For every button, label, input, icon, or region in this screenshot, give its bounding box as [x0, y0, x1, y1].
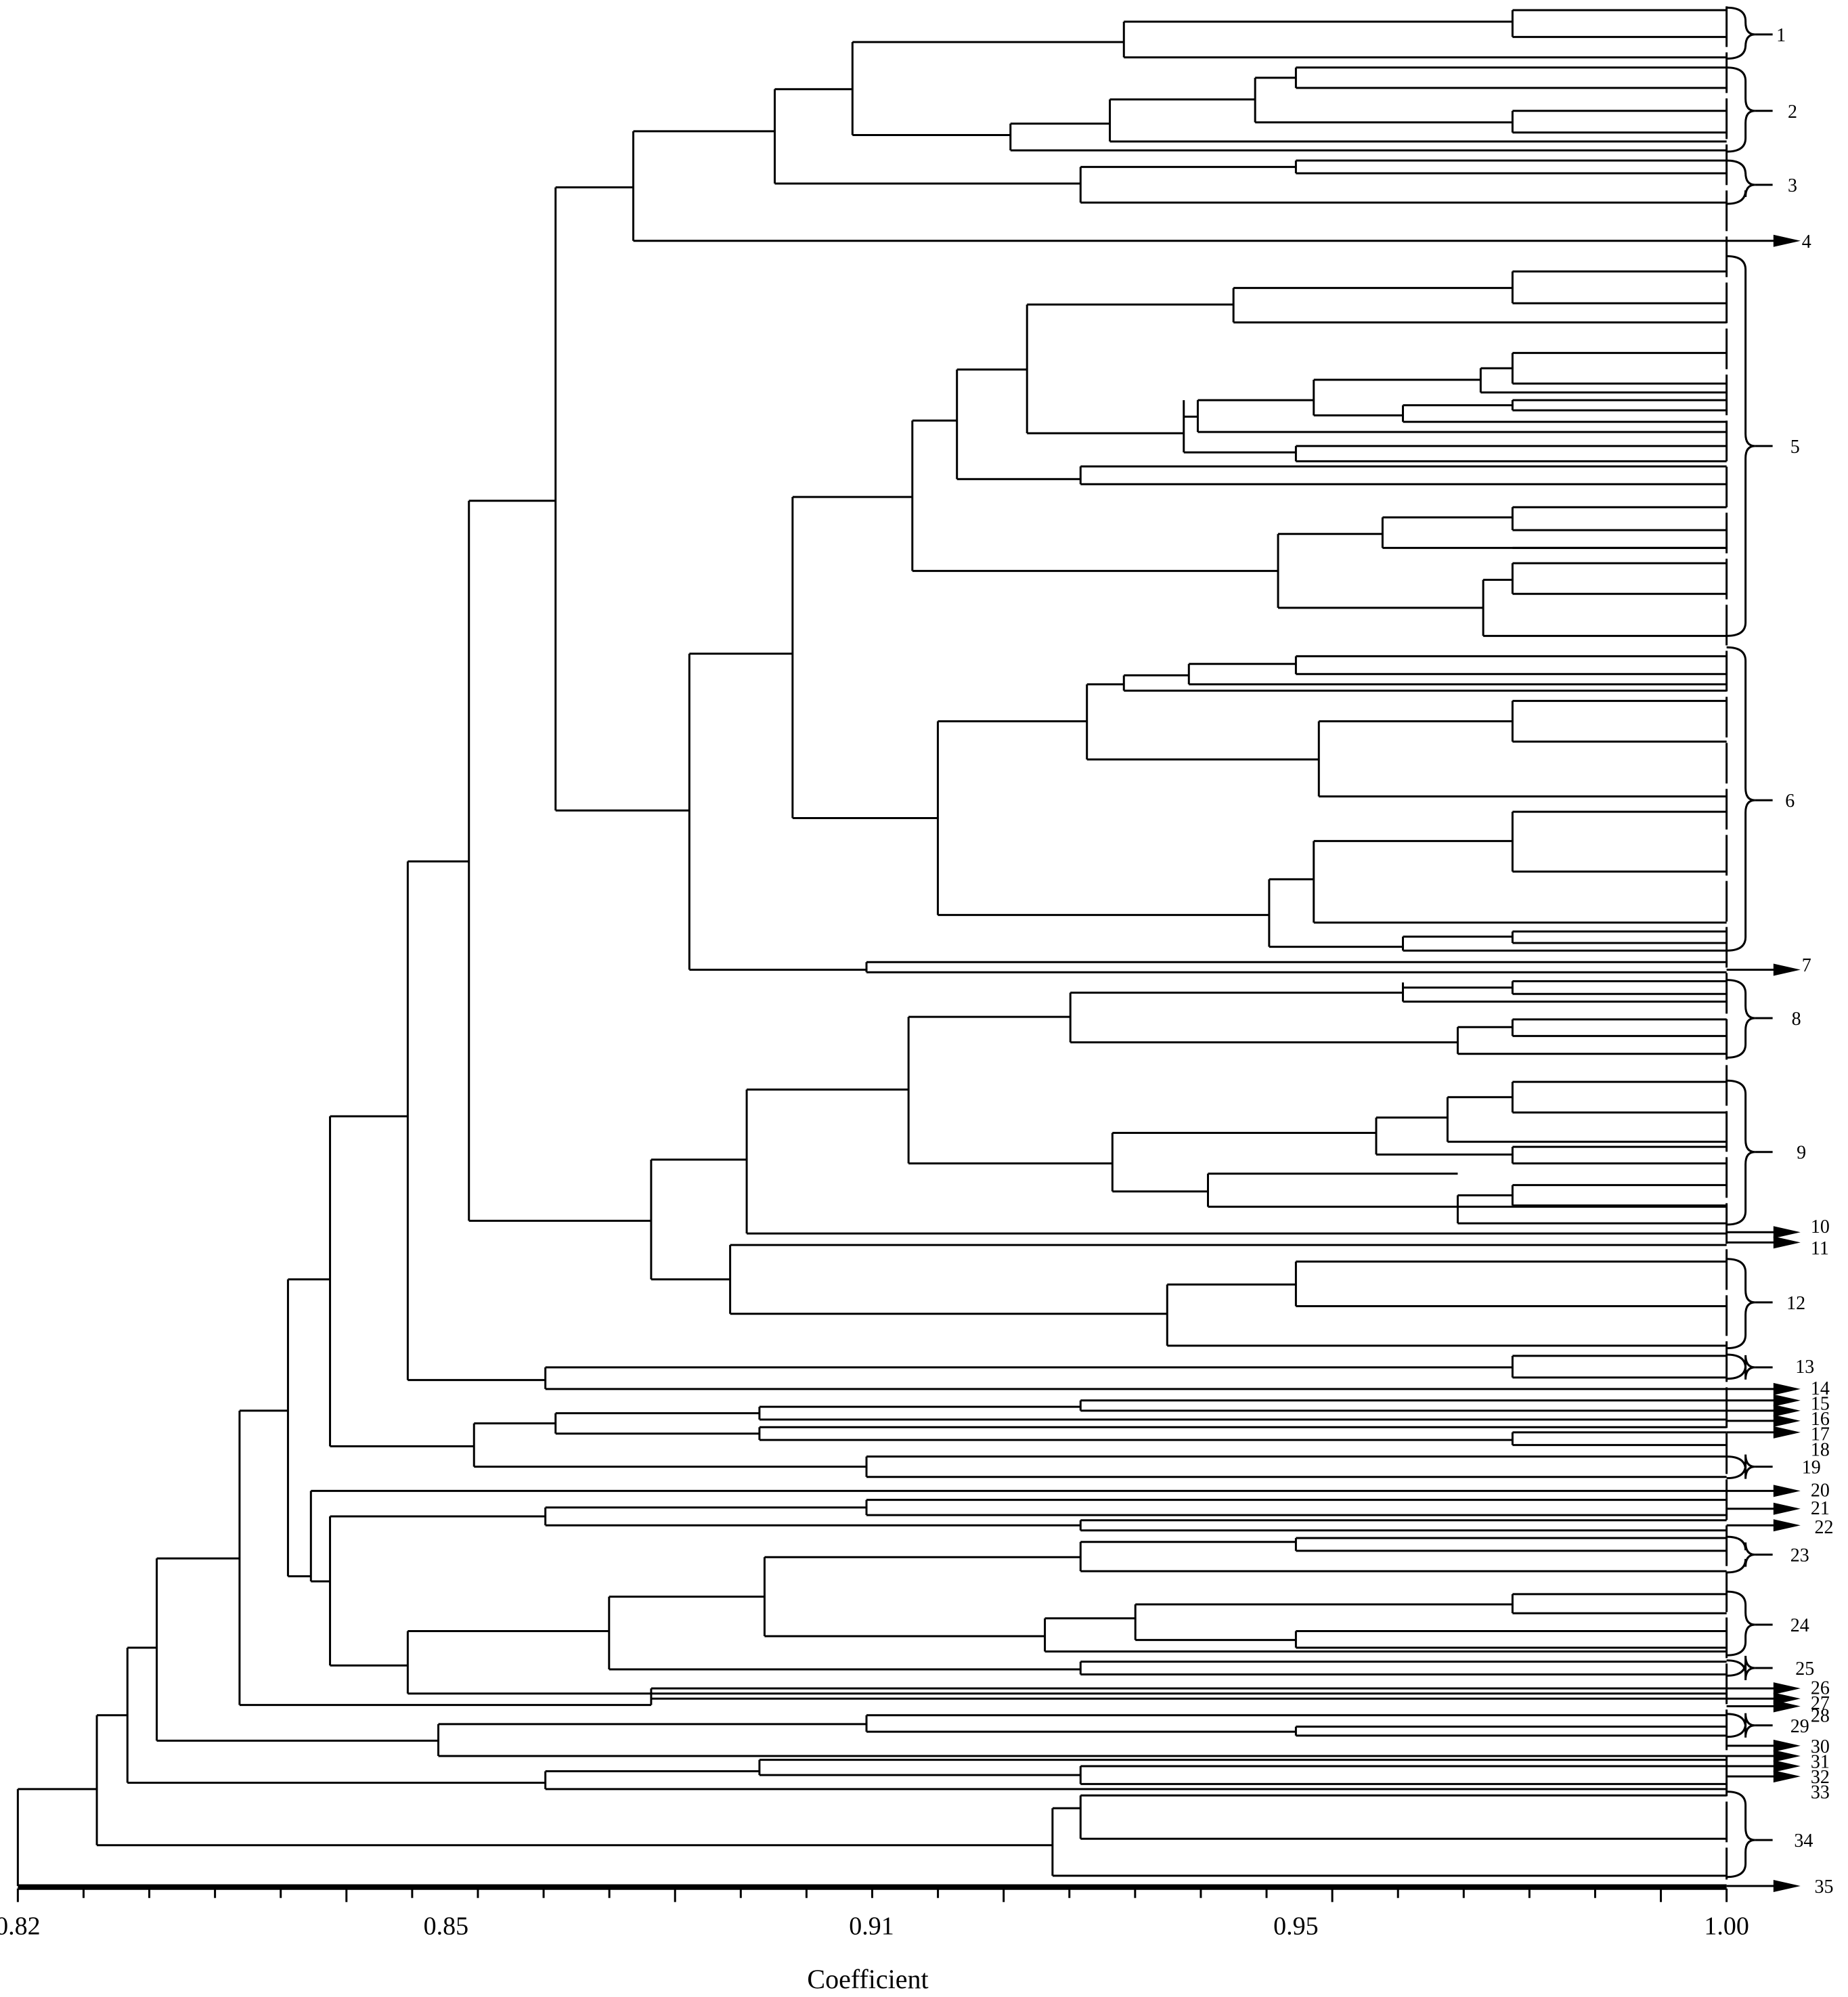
cluster-label-21: 21: [1811, 1498, 1830, 1519]
bracket-5: [1726, 255, 1755, 637]
arrow-22-head: [1773, 1519, 1801, 1532]
cluster-label-11: 11: [1811, 1238, 1829, 1259]
arrow-20-head: [1773, 1485, 1801, 1497]
tick-label: 0.91: [849, 1912, 894, 1940]
cluster-label-35: 35: [1815, 1877, 1834, 1897]
tick-label: 0.82: [0, 1912, 41, 1940]
bracket-1: [1726, 6, 1755, 60]
cluster-labels: 1234567891011121314151617181920212223242…: [1776, 25, 1833, 1897]
cluster-label-1: 1: [1776, 25, 1786, 46]
cluster-label-3: 3: [1788, 175, 1797, 196]
bracket-25: [1726, 1656, 1755, 1681]
cluster-label-20: 20: [1811, 1480, 1830, 1501]
bracket-24: [1726, 1590, 1755, 1656]
cluster-label-25: 25: [1795, 1659, 1814, 1680]
cluster-brackets: [1726, 6, 1773, 1879]
bracket-13: [1726, 1353, 1755, 1380]
cluster-label-28: 28: [1811, 1706, 1830, 1727]
cluster-label-2: 2: [1788, 102, 1797, 123]
cluster-label-15: 15: [1811, 1394, 1830, 1415]
cluster-label-27: 27: [1811, 1693, 1830, 1714]
arrow-7-head: [1773, 963, 1801, 976]
dendrogram-branches: [16, 6, 1728, 1888]
cluster-label-4: 4: [1802, 232, 1811, 253]
arrow-4-head: [1773, 234, 1801, 247]
arrow-26-head: [1773, 1682, 1801, 1695]
cluster-label-33: 33: [1811, 1782, 1830, 1803]
arrow-21-head: [1773, 1502, 1801, 1515]
arrow-27-head: [1773, 1692, 1801, 1705]
cluster-label-26: 26: [1811, 1677, 1830, 1698]
arrow-11-head: [1773, 1236, 1801, 1249]
cluster-label-19: 19: [1802, 1457, 1821, 1478]
cluster-label-23: 23: [1790, 1545, 1809, 1566]
cluster-label-31: 31: [1811, 1751, 1830, 1772]
arrow-35-head: [1773, 1879, 1801, 1892]
axis-title: Coefficient: [807, 1964, 928, 1994]
coefficient-axis: 0.82 0.85 0.91 0.95 1.00: [0, 1887, 1749, 1940]
arrow-18-head: [1773, 1426, 1801, 1439]
cluster-label-34: 34: [1794, 1830, 1813, 1851]
bracket-23: [1726, 1535, 1755, 1574]
cluster-label-16: 16: [1811, 1409, 1830, 1430]
bracket-3: [1726, 159, 1755, 205]
cluster-label-22: 22: [1815, 1517, 1834, 1538]
bracket-2: [1726, 66, 1755, 153]
arrow-17-head: [1773, 1414, 1801, 1427]
cluster-label-5: 5: [1790, 437, 1800, 458]
cluster-label-9: 9: [1797, 1143, 1806, 1164]
cluster-label-13: 13: [1795, 1357, 1814, 1378]
bracket-34: [1726, 1791, 1755, 1879]
bracket-6: [1726, 646, 1755, 952]
arrow-28-head: [1773, 1700, 1801, 1713]
bracket-29: [1726, 1713, 1755, 1738]
arrow-10-head: [1773, 1226, 1801, 1239]
bracket-19: [1726, 1454, 1755, 1480]
cluster-label-24: 24: [1790, 1615, 1809, 1636]
arrow-32-head: [1773, 1760, 1801, 1773]
bracket-12: [1726, 1258, 1755, 1350]
cluster-label-10: 10: [1811, 1216, 1830, 1237]
bracket-9: [1726, 1079, 1755, 1226]
tick-label: 0.85: [424, 1912, 469, 1940]
arrow-14-head: [1773, 1382, 1801, 1395]
arrow-16-head: [1773, 1404, 1801, 1417]
arrow-31-head: [1773, 1749, 1801, 1762]
cluster-label-18: 18: [1811, 1439, 1830, 1460]
cluster-label-14: 14: [1811, 1378, 1830, 1399]
cluster-label-17: 17: [1811, 1424, 1830, 1445]
tick-label: 1.00: [1704, 1912, 1749, 1940]
bracket-8: [1726, 979, 1755, 1059]
cluster-label-30: 30: [1811, 1736, 1830, 1757]
cluster-label-6: 6: [1785, 791, 1795, 812]
arrow-30-head: [1773, 1739, 1801, 1752]
cluster-label-29: 29: [1790, 1716, 1809, 1737]
cluster-label-7: 7: [1802, 955, 1811, 976]
cluster-label-8: 8: [1792, 1009, 1801, 1030]
arrow-33-head: [1773, 1770, 1801, 1783]
cluster-label-12: 12: [1786, 1293, 1805, 1314]
cluster-label-32: 32: [1811, 1767, 1830, 1788]
arrow-15-head: [1773, 1394, 1801, 1407]
tick-label: 0.95: [1273, 1912, 1319, 1940]
cluster-arrows: [1726, 234, 1801, 1892]
